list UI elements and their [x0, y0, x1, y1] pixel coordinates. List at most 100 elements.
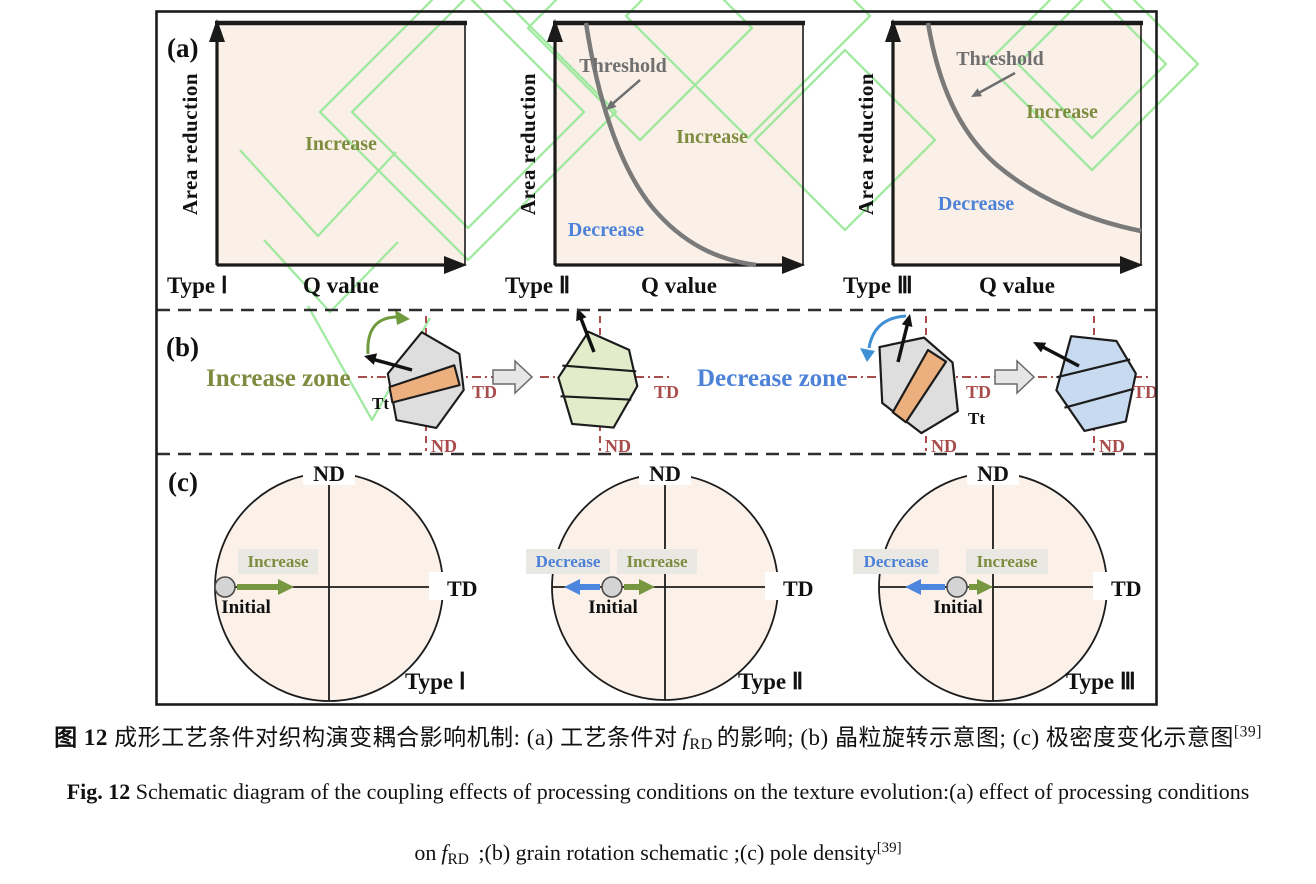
increase-highlight: [617, 549, 697, 574]
grain-facet-line: [560, 395, 632, 401]
increase-label: Increase: [626, 552, 688, 571]
watermark-diamond: [984, 0, 1200, 172]
initial-label: Initial: [588, 597, 638, 618]
pole-figure-2: ND TD Decrease Increase Initial Type Ⅱ: [526, 459, 821, 701]
plot3-y-axis-arrowhead: [885, 19, 901, 42]
panel-c: (c) ND TD Increase Initial Type Ⅰ ND: [168, 459, 1149, 702]
pole-figure-1: ND TD Increase Initial Type Ⅰ: [214, 459, 485, 702]
caption-zh-reference: [39]: [1233, 723, 1262, 741]
label-mask: [765, 572, 821, 600]
increase-arrowhead: [977, 579, 993, 595]
transition-block-arrow: [994, 359, 1036, 395]
label-mask: [967, 459, 1019, 485]
figure-canvas: (a) Area reduction Type Ⅰ Q value Increa…: [155, 0, 1200, 706]
plot3-decrease-region-label: Decrease: [938, 193, 1014, 215]
caption-zh-text-post: 的影响; (b) 晶粒旋转示意图; (c) 极密度变化示意图: [716, 725, 1234, 750]
caption-en-line1-text: Schematic diagram of the coupling effect…: [130, 779, 1250, 804]
plot1-y-label: Area reduction: [178, 73, 202, 215]
figure-frame: [155, 10, 1158, 706]
plot2-increase-region-label: Increase: [676, 126, 748, 148]
grain-rotated-decrease: [1055, 335, 1137, 433]
nd-label: ND: [313, 461, 345, 486]
plot3-increase-region-label: Increase: [1026, 101, 1098, 123]
plot3-x-axis-arrowhead: [1120, 256, 1143, 274]
type-label: Type Ⅰ: [405, 669, 466, 694]
label-mask: [303, 459, 355, 485]
caption-en-f-symbol: f: [441, 840, 448, 866]
grain-facet-line: [1056, 358, 1131, 379]
decrease-arrowhead: [905, 579, 921, 595]
watermark-diamond: [753, 48, 937, 232]
grain-body: [557, 330, 639, 429]
plot1-bg: [217, 23, 465, 265]
nd-label: ND: [931, 436, 957, 456]
increase-highlight: [966, 549, 1048, 574]
rotation-arrow-green: [366, 315, 397, 355]
increase-arrowhead: [278, 579, 294, 595]
caption-english-line2: on fRD ;(b) grain rotation schematic ;(c)…: [0, 840, 1316, 869]
grain-facet-line: [562, 364, 637, 373]
nd-label: ND: [977, 461, 1009, 486]
decrease-label: Decrease: [864, 552, 929, 571]
caption-zh-fig-number: 图 12: [54, 725, 108, 750]
plot3-threshold-arrowhead: [971, 88, 982, 97]
caption-zh-f-symbol: f: [682, 725, 690, 750]
caption-en-reference: [39]: [876, 840, 902, 856]
nd-label: ND: [605, 436, 631, 456]
grain-facet-line: [1064, 387, 1135, 409]
decrease-highlight: [526, 549, 610, 574]
plot3-threshold-arrow: [974, 71, 1016, 97]
plot3-bg: [893, 23, 1141, 265]
plot3-threshold-label: Threshold: [956, 48, 1043, 70]
nd-label: ND: [649, 461, 681, 486]
initial-label: Initial: [933, 597, 983, 618]
caption-chinese: 图 12 成形工艺条件对织构演变耦合影响机制: (a) 工艺条件对 fRD 的影响;…: [0, 718, 1316, 754]
caption-en-f-subscript: RD: [447, 851, 469, 869]
plot2-threshold-arrow: [609, 79, 641, 107]
panel-a-label: (a): [167, 33, 198, 63]
rotation-arrow-blue: [867, 314, 907, 349]
panel-b: (b) Increase zone Decrease zone Tt TD ND: [166, 308, 1158, 456]
plot1-increase-region-label: Increase: [305, 133, 377, 155]
initial-pole-dot: [601, 576, 623, 598]
td-label: TD: [654, 382, 679, 402]
grain-rotated-increase: [557, 330, 639, 429]
panel-a-plot-backgrounds: [217, 23, 1141, 265]
decrease-arrowhead: [564, 579, 580, 595]
twin-label: Tt: [372, 394, 389, 413]
c-axis-arrowhead: [576, 308, 587, 322]
label-mask: [639, 459, 691, 485]
pole-figure-3: ND TD Decrease Increase Initial Type Ⅲ: [853, 459, 1149, 702]
plot2-bg: [555, 23, 803, 265]
c-axis-arrow: [578, 315, 596, 353]
initial-pole-dot: [214, 576, 236, 598]
td-label: TD: [966, 382, 991, 402]
watermark-diamond: [526, 0, 754, 142]
caption-en-fig-number: Fig. 12: [66, 779, 131, 804]
twin-band: [891, 348, 948, 424]
rotation-arrowhead-blue: [860, 348, 875, 362]
caption-zh-text-pre: 成形工艺条件对织构演变耦合影响机制: (a) 工艺条件对: [114, 725, 678, 750]
plot3-type-label: Type Ⅲ: [843, 273, 913, 298]
increase-zone-label: Increase zone: [206, 365, 351, 392]
increase-highlight: [238, 549, 318, 574]
td-label: TD: [783, 576, 814, 601]
label-mask: [1093, 572, 1149, 600]
panel-b-label: (b): [166, 332, 199, 362]
rotation-arrowhead-green: [395, 310, 410, 325]
twin-band: [388, 364, 461, 404]
plot2-threshold-arrowhead: [606, 100, 617, 110]
c-axis-arrow: [371, 357, 413, 372]
plot2-y-label: Area reduction: [516, 73, 540, 215]
initial-label: Initial: [221, 597, 271, 618]
plot-type-3: Threshold Area reduction Type Ⅲ Q value …: [843, 19, 1143, 298]
plot-type-2: Threshold Area reduction Type Ⅱ Q value …: [505, 19, 805, 298]
increase-label: Increase: [976, 552, 1038, 571]
c-axis-arrowhead: [1033, 342, 1047, 353]
plot3-threshold-curve: [925, 22, 1142, 234]
plot1-y-axis-arrowhead: [209, 19, 225, 42]
decrease-highlight: [853, 549, 939, 574]
plot1-x-label: Q value: [303, 273, 379, 298]
td-label: TD: [1133, 382, 1158, 402]
decrease-label: Decrease: [536, 552, 601, 571]
